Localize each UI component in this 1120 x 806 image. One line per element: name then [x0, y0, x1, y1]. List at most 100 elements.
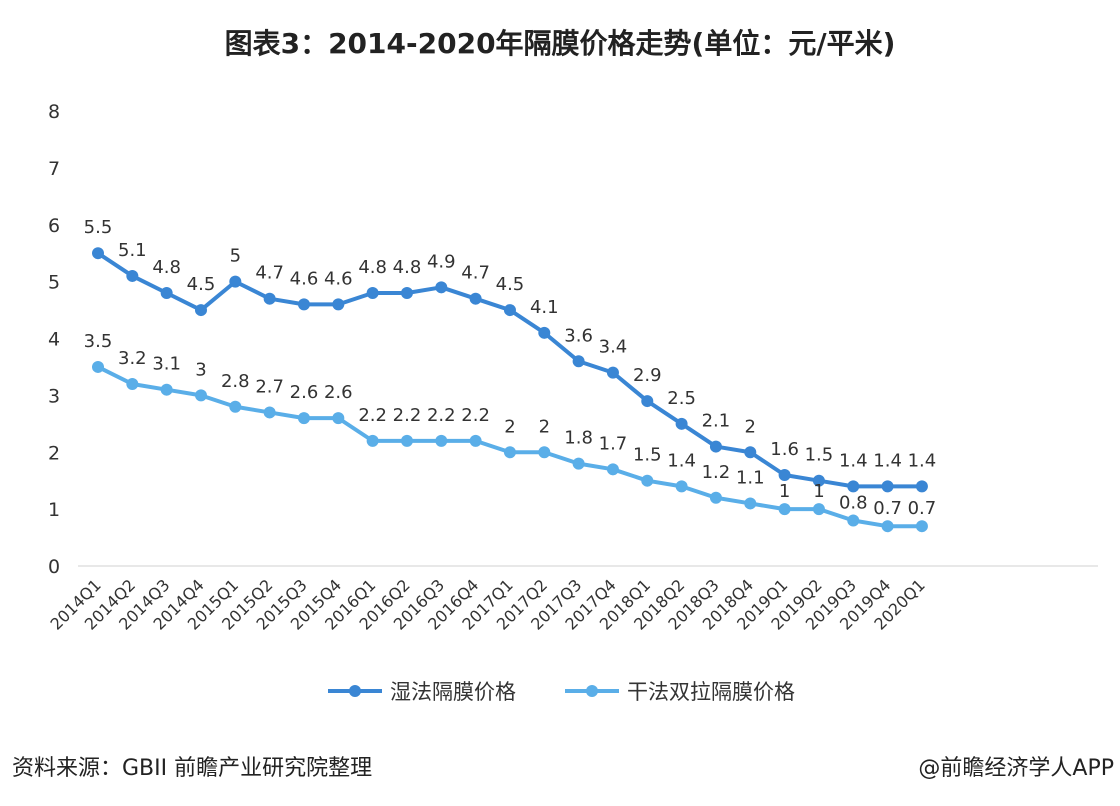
data-label: 1.5	[805, 445, 834, 466]
data-point	[709, 440, 722, 453]
data-point	[469, 292, 482, 305]
line-chart: 0 1 2 3 4 5 6 7 8 2014Q12014Q22014Q32014Q42015Q1…	[46, 101, 1098, 704]
data-point	[503, 446, 516, 459]
data-label: 5.1	[118, 240, 147, 261]
data-label: 2.2	[427, 405, 456, 426]
y-tick-label: 3	[48, 385, 60, 407]
data-point	[778, 469, 791, 481]
data-label: 1.5	[633, 445, 662, 466]
data-label: 3.6	[564, 325, 593, 346]
data-point	[915, 520, 928, 533]
data-point	[435, 434, 448, 447]
data-label: 2.1	[702, 411, 731, 432]
data-label: 3.4	[599, 337, 628, 358]
y-tick-label: 2	[48, 442, 60, 464]
data-label: 2	[539, 416, 550, 437]
data-label: 1.6	[770, 439, 799, 460]
credit-note: @前瞻经济学人APP	[918, 756, 1114, 781]
data-point	[92, 247, 104, 260]
data-point	[538, 446, 551, 459]
legend-marker	[586, 685, 598, 697]
data-point	[744, 446, 757, 459]
data-point	[503, 304, 516, 317]
data-point	[297, 298, 310, 311]
data-point	[606, 366, 619, 379]
legend-marker	[349, 685, 361, 697]
data-point	[572, 457, 585, 470]
data-label: 2	[504, 416, 515, 437]
data-label: 1.8	[564, 428, 593, 449]
data-point	[229, 400, 242, 413]
data-point	[126, 378, 139, 390]
y-tick-label: 4	[48, 329, 60, 351]
data-label: 4.8	[393, 257, 422, 278]
data-point	[641, 395, 654, 408]
data-label: 1.4	[873, 450, 902, 471]
data-label: 3.5	[84, 331, 113, 352]
x-axis: 2014Q12014Q22014Q32014Q42015Q12015Q22015…	[46, 575, 928, 633]
data-label: 2.5	[667, 388, 696, 409]
data-point	[538, 326, 551, 339]
data-point	[812, 474, 825, 487]
chart-title: 图表3：2014-2020年隔膜价格走势(单位：元/平米)	[224, 27, 896, 60]
data-label: 4.7	[461, 263, 490, 284]
data-point	[469, 434, 482, 447]
data-label: 2.9	[633, 365, 662, 386]
y-tick-label: 7	[48, 158, 60, 180]
data-label: 4.9	[427, 251, 456, 272]
data-point	[915, 480, 928, 493]
data-point	[194, 304, 207, 317]
data-label: 4.8	[358, 257, 387, 278]
data-point	[229, 275, 242, 288]
data-label: 2.2	[358, 405, 387, 426]
data-label: 4.6	[290, 268, 319, 289]
y-tick-label: 1	[48, 499, 60, 521]
data-point	[744, 497, 757, 510]
legend: 湿法隔膜价格 干法双拉隔膜价格	[328, 680, 795, 704]
data-point	[881, 480, 894, 493]
data-point	[400, 287, 413, 299]
y-tick-label: 5	[48, 272, 60, 294]
data-label: 5	[230, 246, 241, 267]
data-point	[263, 406, 276, 419]
y-tick-label: 8	[48, 101, 60, 123]
data-label: 0.7	[873, 498, 902, 519]
data-point	[400, 434, 413, 447]
source-note: 资料来源：GBII 前瞻产业研究院整理	[12, 756, 373, 781]
data-point	[332, 298, 345, 311]
data-label: 3	[195, 359, 206, 380]
data-point	[194, 389, 207, 402]
data-point	[435, 281, 448, 294]
data-label: 2.6	[290, 382, 319, 403]
data-point	[92, 360, 104, 373]
data-point	[366, 434, 379, 447]
data-point	[641, 474, 654, 487]
data-label: 1.4	[908, 450, 937, 471]
data-point	[160, 383, 173, 396]
data-label: 4.5	[496, 274, 525, 295]
data-label: 4.1	[530, 297, 559, 318]
data-point	[847, 514, 860, 527]
data-point	[881, 520, 894, 533]
data-label: 2	[745, 416, 756, 437]
data-label: 0.7	[908, 498, 937, 519]
data-point	[332, 412, 345, 425]
data-label: 2.6	[324, 382, 353, 403]
data-label: 1.4	[667, 450, 696, 471]
data-point	[263, 292, 276, 305]
data-label: 4.8	[152, 257, 181, 278]
data-point	[709, 491, 722, 504]
data-point	[675, 480, 688, 493]
data-label: 4.6	[324, 268, 353, 289]
data-label: 2.2	[393, 405, 422, 426]
data-point	[126, 269, 139, 282]
data-label: 2.7	[255, 376, 284, 397]
data-point	[675, 417, 688, 430]
data-label: 0.8	[839, 493, 868, 514]
data-label: 1	[779, 481, 790, 502]
y-tick-label: 0	[48, 556, 60, 578]
data-point	[297, 412, 310, 425]
series-layer: 5.55.14.84.554.7 4.6 4.64.8 4.8 4.94.74.54.1…	[84, 217, 937, 533]
data-label: 1.7	[599, 433, 628, 454]
legend-label: 干法双拉隔膜价格	[627, 680, 795, 704]
